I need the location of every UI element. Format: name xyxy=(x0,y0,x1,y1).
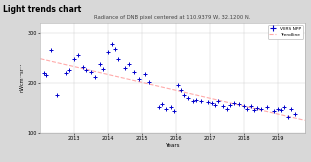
Point xyxy=(206,100,211,103)
Point xyxy=(101,67,106,70)
Point xyxy=(194,99,199,102)
Point xyxy=(106,50,111,53)
Point xyxy=(55,94,60,97)
Point xyxy=(163,108,168,110)
Point xyxy=(212,104,217,106)
Point xyxy=(231,102,236,104)
Point xyxy=(241,105,246,108)
Point xyxy=(92,75,97,78)
Point xyxy=(262,143,267,145)
Point xyxy=(126,62,131,65)
Point xyxy=(268,138,273,140)
Point xyxy=(48,49,53,52)
Point xyxy=(75,54,80,57)
Point xyxy=(175,84,180,87)
Point xyxy=(113,47,118,50)
Point xyxy=(131,70,136,73)
Point xyxy=(136,77,141,80)
Point xyxy=(258,108,263,110)
Point xyxy=(228,104,233,106)
Point xyxy=(209,102,214,104)
Point xyxy=(292,113,297,115)
Point xyxy=(285,116,290,118)
Point xyxy=(272,110,277,113)
Text: Light trends chart: Light trends chart xyxy=(3,5,81,14)
Point xyxy=(143,72,148,75)
Point xyxy=(282,105,287,108)
Point xyxy=(248,105,253,108)
Title: Radiance of DNB pixel centered at 110.9379 W, 32.1200 N.: Radiance of DNB pixel centered at 110.93… xyxy=(95,15,251,20)
Point xyxy=(84,69,89,72)
Point xyxy=(160,103,165,105)
Point xyxy=(116,58,121,60)
Point xyxy=(63,71,68,74)
Point xyxy=(43,74,48,77)
Point xyxy=(224,108,229,110)
Legend: VIIRS NPP, Trendline: VIIRS NPP, Trendline xyxy=(268,25,303,39)
Point xyxy=(182,94,187,97)
Point xyxy=(146,81,151,83)
Point xyxy=(169,105,174,108)
Point xyxy=(216,100,221,103)
Point xyxy=(185,97,190,99)
Point xyxy=(72,58,77,60)
Point xyxy=(279,109,284,112)
Point xyxy=(67,69,72,72)
Point xyxy=(221,105,226,108)
Point xyxy=(252,109,257,111)
Point xyxy=(265,105,270,108)
Point xyxy=(190,100,195,103)
Point xyxy=(41,71,46,74)
Point xyxy=(289,108,294,110)
Point xyxy=(172,110,177,113)
Point xyxy=(179,89,183,92)
Point xyxy=(109,42,114,45)
Point xyxy=(97,62,102,65)
Point xyxy=(123,66,128,69)
Point xyxy=(255,106,260,109)
Point xyxy=(275,108,280,110)
Point xyxy=(199,100,204,103)
Y-axis label: nWcm⁻²sr⁻¹: nWcm⁻²sr⁻¹ xyxy=(20,63,25,92)
X-axis label: Years: Years xyxy=(165,143,180,148)
Point xyxy=(80,65,85,68)
Point xyxy=(89,70,94,73)
Point xyxy=(236,103,241,105)
Point xyxy=(245,108,250,110)
Point xyxy=(156,105,161,108)
